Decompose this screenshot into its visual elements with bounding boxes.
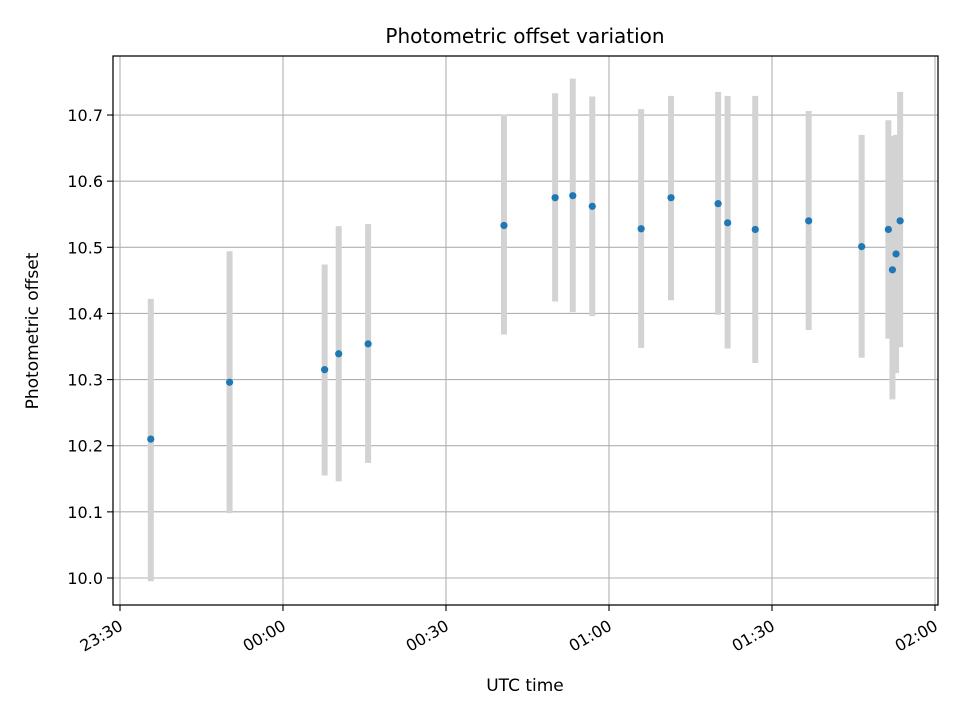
data-point xyxy=(147,435,155,443)
data-point xyxy=(896,217,904,225)
y-tick-label: 10.5 xyxy=(67,238,103,257)
y-tick-label: 10.1 xyxy=(67,503,103,522)
data-point xyxy=(667,194,675,202)
data-point xyxy=(225,378,234,386)
y-tick-label: 10.6 xyxy=(67,172,103,191)
data-point xyxy=(500,221,508,230)
y-axis: 10.0 10.1 10.2 10.3 10.4 10.5 10.6 10.7 xyxy=(67,106,113,588)
y-tick-label: 10.2 xyxy=(67,437,103,456)
grid xyxy=(113,56,938,605)
data-point xyxy=(888,266,897,274)
data-point xyxy=(551,194,559,202)
y-tick-label: 10.7 xyxy=(67,106,103,125)
data-point xyxy=(714,200,722,208)
data-point xyxy=(364,340,372,348)
data-point xyxy=(805,217,813,225)
data-point xyxy=(321,366,329,374)
plot-frame xyxy=(112,55,939,606)
data-point xyxy=(858,243,866,251)
data-points xyxy=(147,192,904,443)
chart-title: Photometric offset variation xyxy=(385,24,664,48)
data-point xyxy=(637,225,645,233)
data-point xyxy=(884,225,892,234)
data-point xyxy=(724,219,732,227)
data-point xyxy=(335,350,343,358)
data-point xyxy=(751,225,759,234)
y-tick-label: 10.3 xyxy=(67,371,103,390)
y-axis-label: Photometric offset xyxy=(23,252,43,409)
data-point xyxy=(569,192,577,200)
x-axis-label: UTC time xyxy=(486,676,564,696)
data-point xyxy=(588,202,596,210)
y-tick-label: 10.0 xyxy=(67,569,103,588)
y-tick-label: 10.4 xyxy=(67,304,103,323)
data-point xyxy=(892,250,900,258)
